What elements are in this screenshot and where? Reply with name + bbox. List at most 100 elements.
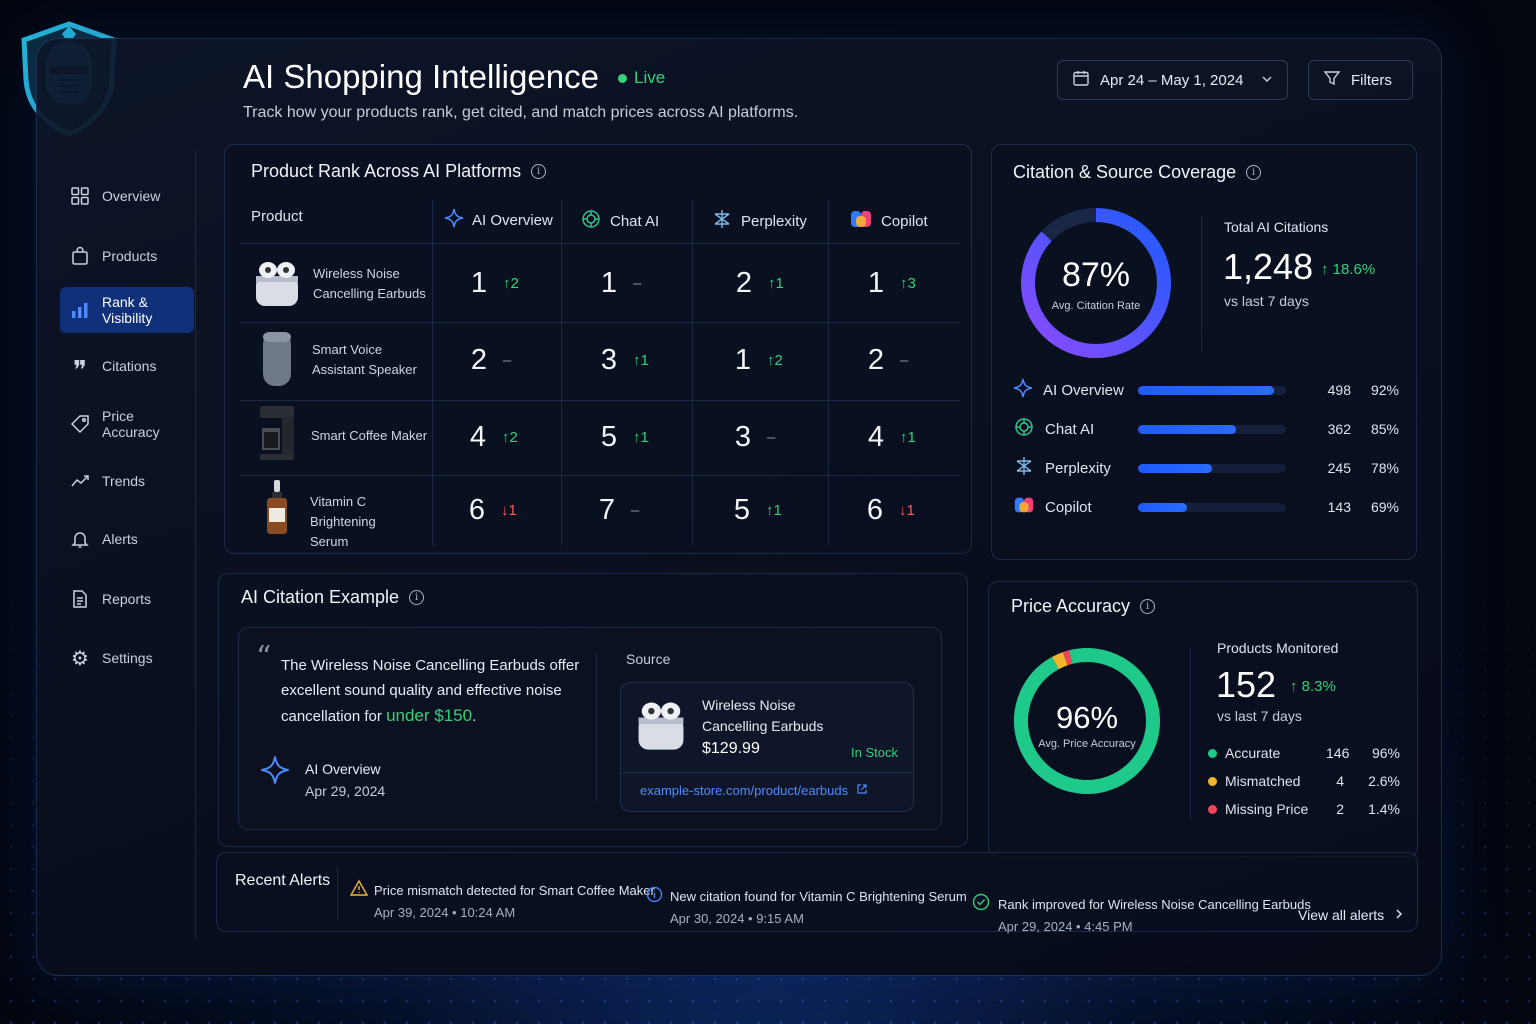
products-monitored-change: ↑ 8.3%	[1290, 678, 1336, 695]
sidebar-item-citations[interactable]: ❞ Citations	[60, 343, 194, 389]
alert-item[interactable]: Rank improved for Wireless Noise Cancell…	[972, 893, 1311, 934]
page-subtitle: Track how your products rank, get cited,…	[243, 104, 799, 121]
alert-item[interactable]: New citation found for Vitamin C Brighte…	[646, 886, 967, 926]
legend-count: 146	[1326, 745, 1350, 761]
product-name: Smart Voice Assistant Speaker	[312, 342, 417, 377]
citation-count: 498	[1327, 382, 1351, 398]
product-name: Smart Coffee Maker	[311, 428, 428, 443]
column-header-chat-ai: Chat AI	[580, 208, 659, 234]
sidebar-item-label: Reports	[102, 591, 152, 607]
info-icon	[646, 886, 663, 906]
alert-time: Apr 29, 2024 • 4:45 PM	[998, 919, 1133, 934]
info-icon[interactable]: i	[409, 590, 425, 605]
legend-dot-icon	[1208, 776, 1217, 786]
rank-change: ↓1	[899, 502, 915, 519]
rank-change: ↑3	[900, 275, 916, 292]
ai-overview-sparkle-icon	[444, 208, 464, 232]
rank-cell: 5 ↑1	[599, 421, 649, 454]
platform-name: Perplexity	[1045, 459, 1111, 477]
grid-line	[432, 200, 433, 546]
coffee-maker-product-image	[260, 406, 294, 460]
rank-change: ↑1	[633, 429, 649, 446]
info-icon[interactable]: i	[1246, 165, 1262, 180]
sidebar-item-price-accuracy[interactable]: Price Accuracy	[60, 401, 194, 447]
document-icon	[70, 589, 90, 609]
info-icon[interactable]: i	[1140, 599, 1156, 614]
rank-cell: 1 ↑3	[866, 267, 916, 300]
total-citations-label: Total AI Citations	[1224, 219, 1329, 235]
sidebar-item-trends[interactable]: Trends	[60, 458, 194, 504]
products-monitored-label: Products Monitored	[1217, 640, 1339, 656]
rank-change: ↑1	[900, 429, 916, 446]
sidebar-item-settings[interactable]: ⚙ Settings	[60, 635, 194, 681]
product-name: Vitamin C Brightening Serum	[310, 494, 376, 549]
legend-pct: 2.6%	[1368, 773, 1400, 789]
legend-dot-icon	[1208, 748, 1217, 758]
citation-coverage-title: Citation & Source Coverage i	[1013, 162, 1262, 183]
column-header-perplexity: Perplexity	[711, 208, 807, 234]
source-url[interactable]: example-store.com/product/earbuds	[640, 783, 849, 798]
date-range-picker[interactable]: Apr 24 – May 1, 2024	[1057, 60, 1288, 100]
citation-rate-value: 87%	[1061, 256, 1131, 294]
perplexity-logo-icon	[711, 208, 733, 234]
rank-value: 6	[468, 494, 486, 526]
chat-ai-logo-icon	[1013, 416, 1035, 442]
ai-overview-sparkle-icon	[260, 755, 290, 790]
platform-row-chat-ai: Chat AI 362 85%	[1013, 416, 1403, 442]
rank-value: 1	[600, 267, 618, 299]
rank-cell: 1 ↑2	[733, 344, 783, 377]
column-header-label: AI Overview	[472, 211, 553, 229]
rank-cell: 2 ↑1	[734, 267, 784, 300]
product-name: Wireless Noise Cancelling Earbuds	[313, 266, 426, 301]
alert-item[interactable]: Price mismatch detected for Smart Coffee…	[349, 879, 655, 920]
source-product-name: Wireless Noise Cancelling Earbuds	[702, 697, 824, 734]
rank-change: ↑1	[766, 502, 782, 519]
source-link[interactable]: example-store.com/product/earbuds	[640, 783, 868, 798]
column-header-label: Chat AI	[610, 212, 660, 230]
info-icon[interactable]: i	[531, 164, 547, 179]
view-all-alerts-link[interactable]: View all alerts	[1298, 907, 1404, 923]
serum-bottle-product-image	[267, 480, 287, 534]
sidebar-item-products[interactable]: Products	[60, 233, 194, 279]
rank-change: –	[633, 275, 642, 292]
alert-time: Apr 39, 2024 • 10:24 AM	[374, 905, 516, 920]
rank-panel	[224, 144, 972, 554]
stock-status: In Stock	[851, 745, 898, 760]
rank-value: 2	[470, 344, 488, 376]
bar-track	[1138, 502, 1286, 512]
legend-label: Accurate	[1225, 745, 1281, 761]
sidebar-item-alerts[interactable]: Alerts	[60, 516, 194, 562]
grid-line	[240, 400, 960, 401]
filters-button[interactable]: Filters	[1308, 60, 1413, 100]
legend-pct: 1.4%	[1368, 801, 1400, 817]
bell-icon	[70, 529, 90, 549]
rank-cell: 2–	[866, 344, 908, 377]
rank-cell: 6 ↓1	[865, 494, 915, 527]
source-label: Source	[626, 651, 671, 667]
citation-quote: The Wireless Noise Cancelling Earbuds of…	[281, 653, 581, 729]
vs-label: vs last 7 days	[1217, 708, 1302, 724]
copilot-logo-icon	[849, 208, 873, 234]
grid-line	[692, 200, 693, 546]
quote-text: The Wireless Noise Cancelling Earbuds of…	[281, 657, 580, 725]
earbuds-product-image	[256, 262, 298, 306]
filters-label: Filters	[1351, 71, 1392, 89]
platform-name: Chat AI	[1045, 420, 1095, 438]
rank-change: ↓1	[501, 502, 517, 519]
rank-change: ↑2	[503, 275, 519, 292]
rank-value: 3	[734, 421, 752, 453]
citation-example-title: AI Citation Example i	[241, 587, 425, 608]
rank-cell: 3 ↑1	[599, 344, 649, 377]
grid-line	[240, 475, 960, 476]
sidebar-item-overview[interactable]: Overview	[60, 173, 194, 219]
citation-rate-label: Avg. Citation Rate	[1051, 300, 1141, 312]
citation-rate-donut	[1021, 208, 1171, 358]
sidebar-item-reports[interactable]: Reports	[60, 576, 194, 622]
bar-track	[1138, 424, 1286, 434]
tag-icon	[70, 414, 90, 434]
price-accuracy-panel	[988, 581, 1418, 857]
sidebar-item-label: Price Accuracy	[102, 408, 160, 440]
alert-time: Apr 30, 2024 • 9:15 AM	[670, 911, 804, 926]
rank-value: 1	[734, 344, 752, 376]
sidebar-item-rank-visibility[interactable]: Rank & Visibility	[60, 287, 194, 333]
